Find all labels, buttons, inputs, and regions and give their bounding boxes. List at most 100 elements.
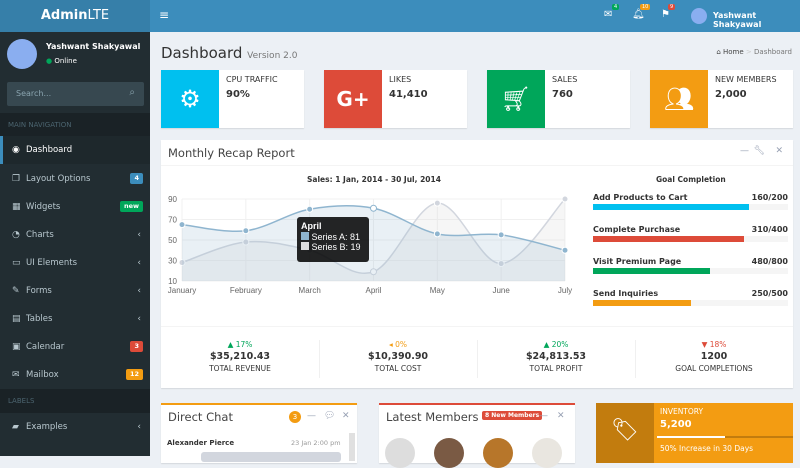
messages-badge: 4 [612, 4, 620, 10]
chat-scrollbar[interactable] [349, 433, 355, 461]
y-tick-label: 70 [168, 216, 177, 225]
goal-title: Goal Completion [656, 175, 726, 184]
data-point [433, 199, 441, 207]
sidebar-item-layout-options[interactable]: ❐ Layout Options 4 [0, 165, 150, 193]
sidebar-badge: new [119, 201, 143, 212]
tasks-badge: 9 [668, 4, 676, 10]
sidebar-item-widgets[interactable]: ▦ Widgets new [0, 193, 150, 221]
logo[interactable]: AdminLTE [0, 0, 150, 32]
recap-title: Monthly Recap Report [168, 146, 295, 160]
data-point [561, 246, 569, 254]
inventory-box: 🏷︎ INVENTORY 5,200 50% Increase in 30 Da… [596, 403, 793, 463]
sidebar-item-mailbox[interactable]: ✉ Mailbox 12 [0, 361, 150, 389]
collapse-button[interactable]: — [740, 146, 749, 156]
gear-icon: ⚙ [161, 70, 219, 128]
inventory-progress [657, 436, 725, 438]
inventory-description: 50% Increase in 30 Days [660, 444, 754, 453]
data-point [242, 238, 250, 246]
hamburger-icon[interactable]: ≡ [159, 8, 170, 22]
chevron-left-icon: ‹ [137, 422, 141, 432]
x-tick-label: July [558, 286, 572, 295]
sidebar-item-calendar[interactable]: ▣ Calendar 3 [0, 333, 150, 361]
contacts-icon[interactable]: 💬︎ [324, 411, 336, 421]
data-point [561, 195, 569, 203]
chat-time: 23 Jan 2:00 pm [291, 439, 341, 447]
stat-total-profit: ▲ 20% $24,813.53 TOTAL PROFIT [525, 340, 587, 373]
sidebar-item-dashboard[interactable]: ◉ Dashboard [0, 136, 150, 164]
sidebar-item-forms[interactable]: ✎ Forms ‹ [0, 277, 150, 305]
sidebar-badge: 4 [130, 173, 143, 184]
collapse-button[interactable]: — [539, 411, 548, 421]
collapse-button[interactable]: — [307, 411, 316, 421]
chart-tooltip: April Series A: 81 Series B: 19 [297, 217, 369, 262]
goal-progress: Send Inquiries 250/500 [593, 289, 788, 306]
sidebar: Yashwant Shakyawal ● Online Search... ⌕ … [0, 32, 150, 456]
wrench-icon[interactable]: 🔧︎ [753, 146, 765, 156]
pie-chart-icon: ◔ [12, 230, 20, 240]
close-button[interactable]: ✕ [557, 411, 565, 421]
close-button[interactable]: ✕ [342, 411, 350, 421]
y-tick-label: 50 [168, 236, 177, 245]
sidebar-badge: 3 [130, 341, 143, 352]
inventory-label: INVENTORY [660, 407, 704, 416]
search-icon[interactable]: ⌕ [129, 87, 135, 98]
chart-title: Sales: 1 Jan, 2014 - 30 Jul, 2014 [307, 175, 441, 184]
chevron-left-icon: ‹ [137, 258, 141, 268]
inventory-value: 5,200 [660, 419, 692, 430]
chevron-left-icon: ‹ [137, 286, 141, 296]
shopping-cart-icon: 🛒︎ [487, 70, 545, 128]
series-area [182, 199, 565, 281]
sidebar-avatar [7, 39, 37, 69]
x-tick-label: June [492, 286, 510, 295]
tag-icon: 🏷︎ [596, 403, 654, 463]
member-avatar[interactable] [532, 438, 562, 468]
progress-fill [593, 300, 691, 306]
info-box-new-members: 👥︎ NEW MEMBERS 2,000 [650, 70, 793, 128]
members-badge: 8 New Members [482, 411, 543, 420]
search-input[interactable]: Search... ⌕ [7, 82, 144, 106]
files-icon: ❐ [12, 174, 21, 184]
stat-total-revenue: ▲ 17% $35,210.43 TOTAL REVENUE [209, 340, 271, 373]
status-online: ● Online [46, 57, 77, 65]
close-button[interactable]: ✕ [775, 146, 783, 156]
home-icon: ⌂ [716, 48, 721, 56]
bell-icon[interactable]: 🔔︎ 10 [632, 4, 651, 20]
chat-badge: 3 [289, 411, 301, 423]
x-tick-label: March [299, 286, 321, 295]
user-menu[interactable]: Yashwant Shakyawal [713, 11, 762, 29]
members-title: Latest Members [386, 410, 479, 424]
messages-icon[interactable]: ✉ 4 [604, 4, 620, 20]
data-point [178, 221, 186, 229]
member-avatar[interactable] [483, 438, 513, 468]
sidebar-badge: 12 [125, 369, 143, 380]
users-icon: 👥︎ [650, 70, 708, 128]
sidebar-item-tables[interactable]: ▤ Tables ‹ [0, 305, 150, 333]
x-tick-label: January [168, 286, 196, 295]
latest-members-box: Latest Members 8 New Members — ✕ [379, 403, 575, 468]
user-avatar[interactable] [691, 8, 707, 24]
sidebar-item-charts[interactable]: ◔ Charts ‹ [0, 221, 150, 249]
info-box-sales: 🛒︎ SALES 760 [487, 70, 630, 128]
progress-fill [593, 204, 749, 210]
data-point [370, 204, 377, 212]
data-point [370, 268, 377, 276]
chevron-left-icon: ‹ [137, 314, 141, 324]
breadcrumb-home[interactable]: Home [723, 48, 744, 56]
stat-goal-completions: ▼ 18% 1200 GOAL COMPLETIONS [675, 340, 753, 373]
y-tick-label: 90 [168, 195, 177, 204]
info-box-likes: G+ LIKES 41,410 [324, 70, 467, 128]
chat-title: Direct Chat [168, 410, 233, 424]
x-tick-label: February [230, 286, 262, 295]
member-avatar[interactable] [385, 438, 415, 468]
member-avatar[interactable] [434, 438, 464, 468]
edit-icon: ✎ [12, 286, 20, 296]
sidebar-item-examples[interactable]: ▰ Examples ‹ [0, 413, 150, 441]
folder-icon: ▰ [12, 422, 19, 432]
goal-progress: Complete Purchase 310/400 [593, 225, 788, 242]
sidebar-item-ui-elements[interactable]: ▭ UI Elements ‹ [0, 249, 150, 277]
x-tick-label: April [365, 286, 381, 295]
flag-icon[interactable]: ⚑ 9 [661, 4, 676, 20]
data-point [497, 260, 505, 268]
data-point [306, 205, 314, 213]
data-point [497, 231, 505, 239]
